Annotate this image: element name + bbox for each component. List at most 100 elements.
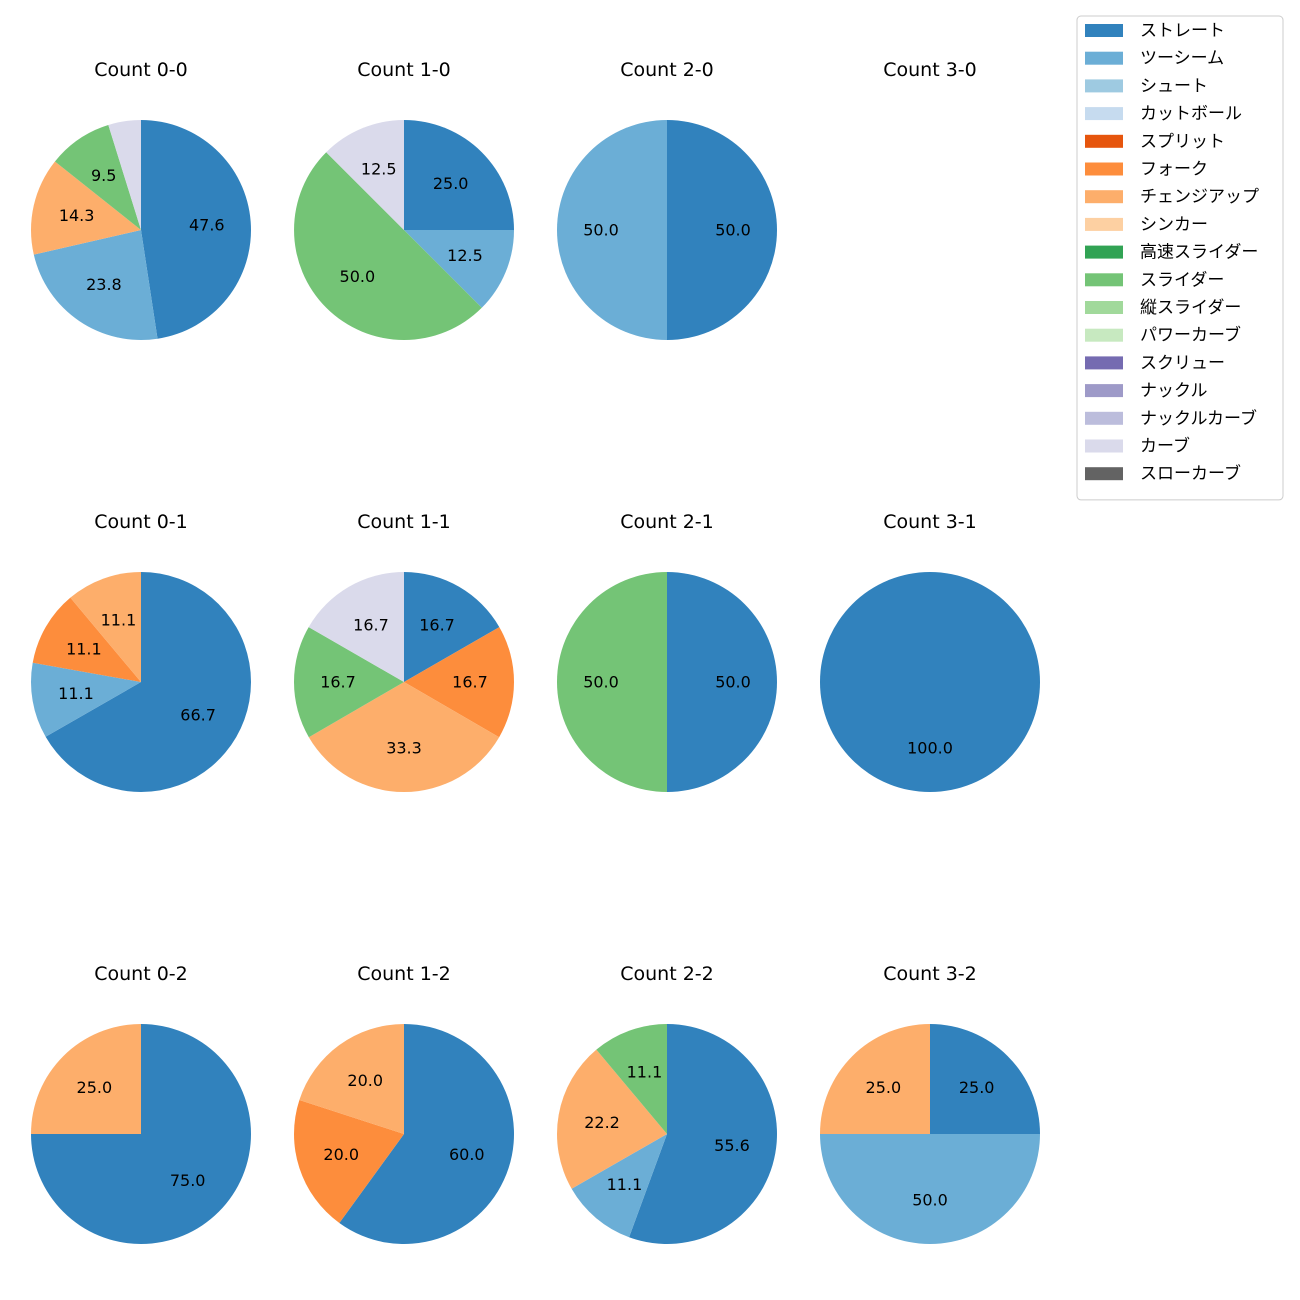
pie-slice [820,1134,1040,1244]
pie-count-0-0: Count 0-0 47.6 23.8 14.3 9.5 [30,59,251,340]
pie-slice [820,1024,930,1134]
slice-label: 25.0 [866,1078,902,1097]
legend-entry: シュート [1140,76,1208,96]
legend-swatch [1085,301,1123,314]
legend-entry: 高速スライダー [1140,243,1258,263]
pie-slice [557,120,667,340]
legend-swatch [1085,79,1123,93]
slice-label: 50.0 [715,221,751,240]
pie-slice [339,1024,515,1244]
pie-title: Count 2-2 [620,963,714,985]
slice-label: 12.5 [361,160,397,179]
pie-slice [326,120,404,230]
slice-label: 50.0 [583,673,619,692]
pie-title: Count 3-2 [883,963,977,985]
pie-slice [141,120,251,339]
pie-slice [596,1023,667,1134]
pie-slice [293,627,404,738]
legend-swatch [1085,51,1123,65]
slice-label: 50.0 [715,673,751,692]
pie-count-2-0: Count 2-0 50.0 50.0 [557,59,777,340]
legend-swatch [1085,439,1123,453]
pie-slice [54,124,141,230]
legend-swatch [1085,411,1123,425]
slice-label: 75.0 [170,1171,206,1190]
pie-count-1-1: Count 1-1 16.7 16.7 33.3 16.7 16.7 [293,511,514,792]
pie-slice [404,120,514,230]
legend-entry: スクリュー [1140,353,1225,373]
pie-slice [32,597,141,682]
pie-slice [31,1024,141,1134]
slice-label: 20.0 [347,1071,383,1090]
slice-label: 16.7 [320,673,356,692]
slice-label: 16.7 [353,615,389,634]
slice-label: 11.1 [101,610,137,629]
pie-count-3-2: Count 3-2 25.0 50.0 25.0 [820,963,1040,1244]
legend-swatch [1085,162,1123,176]
slice-label: 11.1 [607,1175,643,1194]
slice-label: 20.0 [323,1145,359,1164]
legend-entry: ツーシーム [1140,49,1224,69]
legend-entry: シンカー [1140,215,1208,235]
legend-swatch [1085,217,1123,231]
pie-count-1-0: Count 1-0 25.0 12.5 50.0 12.5 [294,59,514,340]
pie-title: Count 0-0 [94,59,188,81]
slice-label: 11.1 [66,639,102,658]
pie-slice [308,572,404,682]
pie-slice [294,1100,404,1223]
pie-title: Count 2-0 [620,59,714,81]
legend-entry: 縦スライダー [1140,298,1241,318]
pie-title: Count 2-1 [620,511,714,533]
legend-swatch [1085,190,1123,204]
pie-count-3-1: Count 3-1 100.0 [820,511,1040,792]
pie-title: Count 0-2 [94,963,188,985]
slice-label: 33.3 [386,739,422,758]
pie-slice [70,572,141,682]
slice-label: 9.5 [91,166,116,185]
pie-title: Count 1-1 [357,511,451,533]
slice-label: 50.0 [340,267,376,286]
pie-slice [108,120,141,230]
legend-entry: カーブ [1140,436,1190,457]
slice-label: 22.2 [584,1113,620,1132]
legend-entry: チェンジアップ [1140,187,1259,207]
pie-slice [45,572,252,792]
legend-entry: スライダー [1140,270,1224,290]
slice-label: 47.6 [189,216,225,235]
pie-slice [557,1049,667,1189]
slice-label: 50.0 [583,221,619,240]
pie-slice [30,662,142,737]
pie-slice [820,572,1040,792]
slice-label: 14.3 [59,206,95,225]
pie-slice [30,161,141,255]
pie-slice [930,1024,1040,1134]
legend-entry: カットボール [1140,104,1242,124]
slice-label: 60.0 [449,1145,485,1164]
legend-entry: パワーカーブ [1140,325,1241,346]
legend-swatch [1085,107,1123,121]
slice-label: 16.7 [452,673,488,692]
pie-title: Count 1-2 [357,963,451,985]
slice-label: 100.0 [907,739,953,758]
pie-slice [667,120,777,340]
slice-label: 16.7 [419,615,455,634]
pie-count-0-2: Count 0-2 75.0 25.0 [31,963,251,1244]
pie-title: Count 3-0 [883,59,977,81]
slice-label: 11.1 [627,1062,663,1081]
pie-title: Count 0-1 [94,511,188,533]
slice-label: 25.0 [433,174,469,193]
pie-slice [299,1024,404,1134]
pie-slice [404,572,500,682]
legend-swatch [1085,245,1123,259]
slice-label: 50.0 [912,1191,948,1210]
pies-layer: Count 0-0 47.6 23.8 14.3 9.5 Count 1-0 25.0 12.… [30,59,1040,1244]
pie-slice [294,152,482,340]
legend-swatch [1085,384,1123,398]
slice-label: 11.1 [58,684,94,703]
legend-swatch [1085,134,1123,148]
pie-slice [308,682,500,792]
pie-title: Count 1-0 [357,59,451,81]
pie-slice [33,230,158,340]
pie-slice [629,1024,777,1244]
